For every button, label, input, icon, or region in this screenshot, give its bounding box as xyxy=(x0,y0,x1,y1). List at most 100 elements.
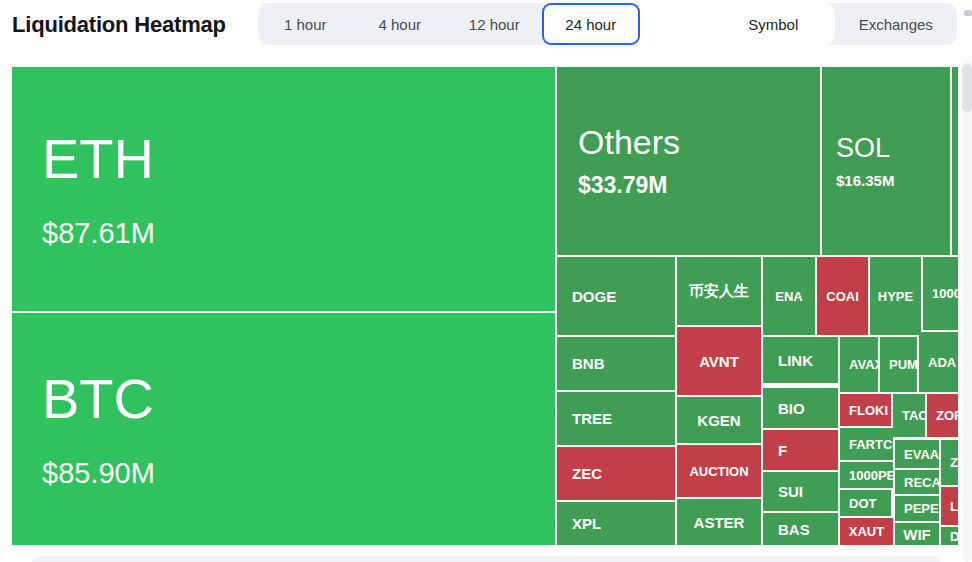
tile-value: $87.61M xyxy=(42,217,155,250)
tab-4-hour[interactable]: 4 hour xyxy=(353,3,448,45)
treemap-tile-pepe[interactable]: PEPE xyxy=(895,496,939,521)
tile-symbol: ADA xyxy=(928,355,956,370)
tile-symbol: ZORA xyxy=(936,408,958,423)
treemap-tile-l[interactable]: L xyxy=(941,487,958,525)
tile-symbol: WIF xyxy=(903,526,931,543)
treemap-tile-bas[interactable]: BAS xyxy=(763,513,838,545)
tile-symbol: SOL xyxy=(836,133,890,164)
tile-symbol: 1000 xyxy=(932,286,958,301)
toggle-exchanges[interactable]: Exchanges xyxy=(835,3,958,45)
treemap-tile-1000pepe[interactable]: 1000PEPE xyxy=(840,462,893,488)
treemap-tile-bnb[interactable]: BNB xyxy=(557,337,675,390)
tile-value: $85.90M xyxy=(42,457,155,490)
tile-symbol: PEPE xyxy=(904,501,939,516)
tile-symbol: LINK xyxy=(778,352,813,369)
treemap-tile-dot[interactable]: DOT xyxy=(840,490,891,516)
treemap-tile-auction[interactable]: AUCTION xyxy=(677,445,761,497)
tile-symbol: COAI xyxy=(826,289,859,304)
treemap-tile-edge-sliver[interactable] xyxy=(952,67,958,255)
next-panel-edge xyxy=(30,556,942,562)
tab-12-hour[interactable]: 12 hour xyxy=(447,3,542,45)
tile-symbol: D xyxy=(950,529,958,544)
page-title: Liquidation Heatmap xyxy=(12,12,226,38)
treemap-tile-btc[interactable]: BTC $85.90M xyxy=(12,313,555,545)
treemap-tile-d[interactable]: D xyxy=(941,527,958,545)
tile-symbol: PUMP xyxy=(889,357,917,372)
tile-symbol: DOT xyxy=(849,496,876,511)
tile-symbol: L xyxy=(950,499,958,514)
treemap-tile-evaa[interactable]: EVAA xyxy=(895,440,939,468)
tile-symbol: BIO xyxy=(778,400,805,417)
tile-value: $16.35M xyxy=(836,172,894,189)
treemap-tile-tao[interactable]: TAO xyxy=(893,394,925,437)
tab-1-hour[interactable]: 1 hour xyxy=(258,3,353,45)
liquidation-heatmap-page: Liquidation Heatmap 1 hour4 hour12 hour2… xyxy=(0,0,972,562)
tile-symbol: BAS xyxy=(778,521,810,538)
treemap-tile-floki[interactable]: FLOKI xyxy=(840,394,891,426)
treemap-tile-wif[interactable]: WIF xyxy=(895,523,939,545)
treemap-tile-sol[interactable]: SOL $16.35M xyxy=(822,67,950,255)
tile-symbol: Others xyxy=(578,123,680,162)
treemap-tile-xaut[interactable]: XAUT xyxy=(840,518,893,545)
tile-symbol: KGEN xyxy=(697,412,740,429)
tile-symbol: XPL xyxy=(572,515,601,532)
view-toggle: SymbolExchanges xyxy=(712,3,957,45)
tile-symbol: BTC xyxy=(42,368,154,430)
treemap-tile-zec[interactable]: ZEC xyxy=(557,447,675,500)
treemap-tile-link[interactable]: LINK xyxy=(763,337,838,383)
tile-value: $33.79M xyxy=(578,172,668,199)
scrollbar-track[interactable] xyxy=(962,60,972,562)
tile-symbol: XAUT xyxy=(849,524,884,539)
time-range-tabs: 1 hour4 hour12 hour24 hour xyxy=(258,3,640,45)
tile-symbol: ENA xyxy=(775,289,802,304)
treemap-tile-coai[interactable]: COAI xyxy=(817,257,868,335)
treemap-tile-avnt[interactable]: AVNT xyxy=(677,327,761,395)
scrollbar-thumb[interactable] xyxy=(962,64,972,112)
tile-symbol: TAO xyxy=(902,408,925,423)
tile-symbol: FLOKI xyxy=(849,403,888,418)
treemap-tile-doge[interactable]: DOGE xyxy=(557,257,675,335)
treemap-tile-avax[interactable]: AVAX xyxy=(840,337,878,392)
tile-symbol: AVNT xyxy=(699,353,739,370)
treemap-tile-others[interactable]: Others $33.79M xyxy=(557,67,820,255)
tile-symbol: 币安人生 xyxy=(689,282,749,301)
toggle-symbol[interactable]: Symbol xyxy=(712,3,835,45)
tab-24-hour[interactable]: 24 hour xyxy=(542,3,641,45)
tile-symbol: DOGE xyxy=(572,288,616,305)
treemap-tile-aster[interactable]: ASTER xyxy=(677,499,761,545)
liquidation-treemap: ETH $87.61M BTC $85.90M Others $33.79M SOL $16.… xyxy=(12,66,958,545)
tile-symbol: TREE xyxy=(572,410,612,427)
tile-symbol: AUCTION xyxy=(689,464,748,479)
treemap-tile-xpl[interactable]: XPL xyxy=(557,502,675,545)
treemap-tile-1000[interactable]: 1000 xyxy=(923,257,958,330)
tile-symbol: F xyxy=(778,442,787,459)
tile-symbol: SUI xyxy=(778,483,803,500)
tile-symbol: Z xyxy=(950,455,958,470)
treemap-tile-bi-an-ren-sheng[interactable]: 币安人生 xyxy=(677,257,761,325)
tile-symbol: AVAX xyxy=(849,357,878,372)
tile-symbol: EVAA xyxy=(904,447,939,462)
treemap-tile-ada[interactable]: ADA xyxy=(919,332,958,392)
tile-symbol: ETH xyxy=(42,128,154,190)
treemap-tile-ena[interactable]: ENA xyxy=(763,257,815,335)
tile-symbol: 1000PEPE xyxy=(849,468,893,483)
treemap-tile-pump[interactable]: PUMP xyxy=(880,337,917,392)
treemap-tile-kgen[interactable]: KGEN xyxy=(677,397,761,443)
treemap-tile-zora[interactable]: ZORA xyxy=(927,394,958,437)
treemap-tile-fartcoin[interactable]: FARTCOIN xyxy=(840,428,893,460)
treemap-tile-eth[interactable]: ETH $87.61M xyxy=(12,67,555,311)
treemap-tile-bio[interactable]: BIO xyxy=(763,388,838,428)
tile-symbol: BNB xyxy=(572,355,605,372)
treemap-tile-tree[interactable]: TREE xyxy=(557,392,675,445)
tile-symbol: ASTER xyxy=(694,514,745,531)
treemap-tile-sui[interactable]: SUI xyxy=(763,472,838,511)
tile-symbol: ZEC xyxy=(572,465,602,482)
tile-symbol: RECA xyxy=(904,475,939,490)
treemap-tile-hype[interactable]: HYPE xyxy=(870,257,921,335)
treemap-tile-f[interactable]: F xyxy=(763,430,838,470)
scrollbar-top-marker xyxy=(964,10,972,16)
tile-symbol: HYPE xyxy=(878,289,913,304)
treemap-tile-z[interactable]: Z xyxy=(941,440,958,485)
tile-symbol: FARTCOIN xyxy=(849,437,893,452)
treemap-tile-reca[interactable]: RECA xyxy=(895,470,939,494)
